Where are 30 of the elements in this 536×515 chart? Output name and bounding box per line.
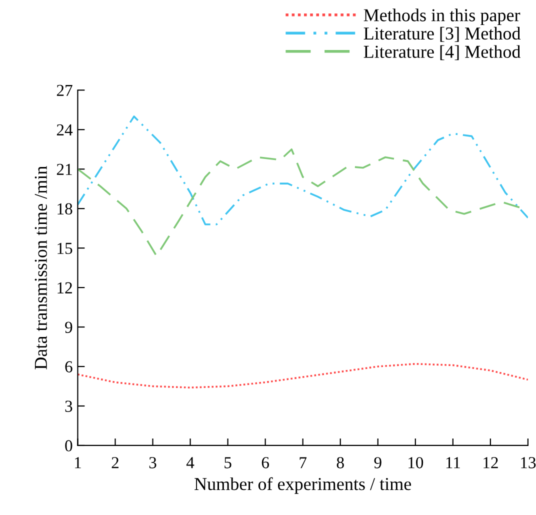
x-tick-label: 6 xyxy=(262,457,269,468)
y-tick-label: 27 xyxy=(56,84,72,96)
x-tick-label: 8 xyxy=(336,457,344,468)
x-tick-label: 1 xyxy=(75,457,81,468)
legend-label: Methods in this paper xyxy=(364,8,520,25)
y-tick-label: 0 xyxy=(65,440,72,452)
y-tick-label: 12 xyxy=(58,282,72,294)
y-tick-label: 15 xyxy=(58,242,72,254)
x-tick-label: 5 xyxy=(224,457,232,468)
line-series xyxy=(78,116,528,226)
y-tick-label: 6 xyxy=(65,361,72,372)
x-tick-label: 7 xyxy=(300,457,307,468)
y-tick-label: 21 xyxy=(56,164,72,175)
legend-label: Literature [4] Method xyxy=(364,45,521,60)
x-tick-label: 9 xyxy=(374,457,382,468)
x-tick-label: 2 xyxy=(112,457,118,468)
x-tick-label: 12 xyxy=(484,457,498,468)
x-tick-label: 10 xyxy=(408,457,424,468)
x-tick-label: 4 xyxy=(186,457,194,468)
y-axis-title: Data transmission time /min xyxy=(34,166,47,370)
y-tick-label: 18 xyxy=(58,203,72,215)
x-axis-title: Number of experiments / time xyxy=(194,477,412,494)
x-tick-label: 13 xyxy=(521,457,536,468)
x-tick-label: 3 xyxy=(149,457,156,468)
y-tick-label: 3 xyxy=(65,400,72,412)
legend-label: Literature [3] Method xyxy=(364,26,521,42)
x-tick-label: 11 xyxy=(446,457,460,468)
y-tick-label: 24 xyxy=(56,124,73,136)
line-series xyxy=(78,362,528,388)
y-tick-label: 9 xyxy=(65,322,72,333)
